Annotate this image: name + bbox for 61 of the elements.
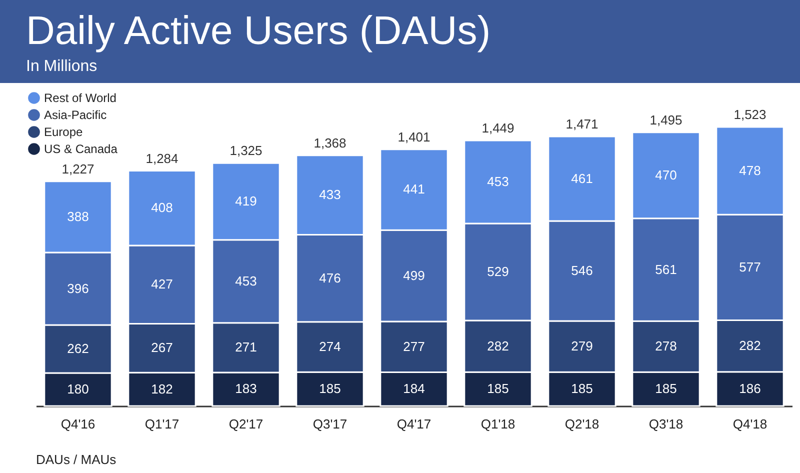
data-label: 180 <box>67 382 89 397</box>
data-label: 185 <box>571 381 593 396</box>
data-label: 478 <box>739 162 761 178</box>
data-label: 282 <box>487 338 509 354</box>
x-tick-label: Q2'18 <box>564 416 600 432</box>
data-label: 186 <box>739 380 761 396</box>
total-label: 1,449 <box>482 120 514 136</box>
data-label: 441 <box>403 182 425 197</box>
x-tick-label: Q4'17 <box>396 416 432 432</box>
data-label: 185 <box>487 381 509 396</box>
data-label: 271 <box>235 340 257 355</box>
data-label: 470 <box>655 167 677 182</box>
total-label: 1,368 <box>314 135 346 150</box>
data-label: 461 <box>571 170 593 186</box>
data-label: 453 <box>487 174 509 190</box>
total-label: 1,401 <box>398 129 430 144</box>
data-label: 185 <box>319 381 341 396</box>
total-label: 1,495 <box>650 112 682 128</box>
data-label: 427 <box>151 276 173 292</box>
data-label: 279 <box>571 338 593 354</box>
text: DAUs / MAUs <box>36 452 116 467</box>
legend-label: Europe <box>44 125 84 139</box>
data-label: 274 <box>319 339 341 354</box>
data-label: 577 <box>739 259 761 274</box>
x-tick-label: Q3'18 <box>648 416 684 432</box>
data-label: 182 <box>151 381 173 396</box>
legend-label: Asia-Pacific <box>44 108 107 122</box>
total-label: 1,284 <box>146 150 178 166</box>
data-label: 185 <box>655 381 677 396</box>
data-label: 396 <box>67 280 89 296</box>
data-label: 476 <box>319 270 341 286</box>
x-tick-label: Q3'17 <box>312 416 348 432</box>
data-label: 277 <box>403 338 425 354</box>
data-label: 184 <box>403 381 425 396</box>
data-label: 546 <box>571 262 593 278</box>
total-label: 1,471 <box>566 116 598 132</box>
data-label: 388 <box>67 208 89 224</box>
data-label: 278 <box>655 338 677 354</box>
data-label: 262 <box>67 341 89 356</box>
data-label: 433 <box>319 187 341 202</box>
legend-label: Rest of World <box>44 91 116 105</box>
legend-label: US & Canada <box>44 142 118 156</box>
data-label: 529 <box>487 264 509 279</box>
data-label: 282 <box>739 338 761 354</box>
data-label: 561 <box>655 262 677 277</box>
x-tick-label: Q2'17 <box>228 416 264 432</box>
data-label: 183 <box>235 381 257 396</box>
x-tick-label: Q4'18 <box>732 416 768 432</box>
x-tick-label: Q4'16 <box>60 416 96 432</box>
data-label: 419 <box>235 193 257 208</box>
data-label: 408 <box>151 200 173 216</box>
data-label: 453 <box>235 273 257 288</box>
x-tick-label: Q1'18 <box>480 416 516 432</box>
data-label: 267 <box>151 340 173 356</box>
total-label: 1,523 <box>734 107 766 122</box>
chart-title: Daily Active Users (DAUs) <box>26 8 492 55</box>
total-label: 1,325 <box>230 143 262 158</box>
x-tick-label: Q1'17 <box>144 416 180 432</box>
total-label: 1,227 <box>62 161 94 176</box>
chart-subtitle: In Millions <box>26 57 98 77</box>
data-label: 499 <box>403 268 425 283</box>
